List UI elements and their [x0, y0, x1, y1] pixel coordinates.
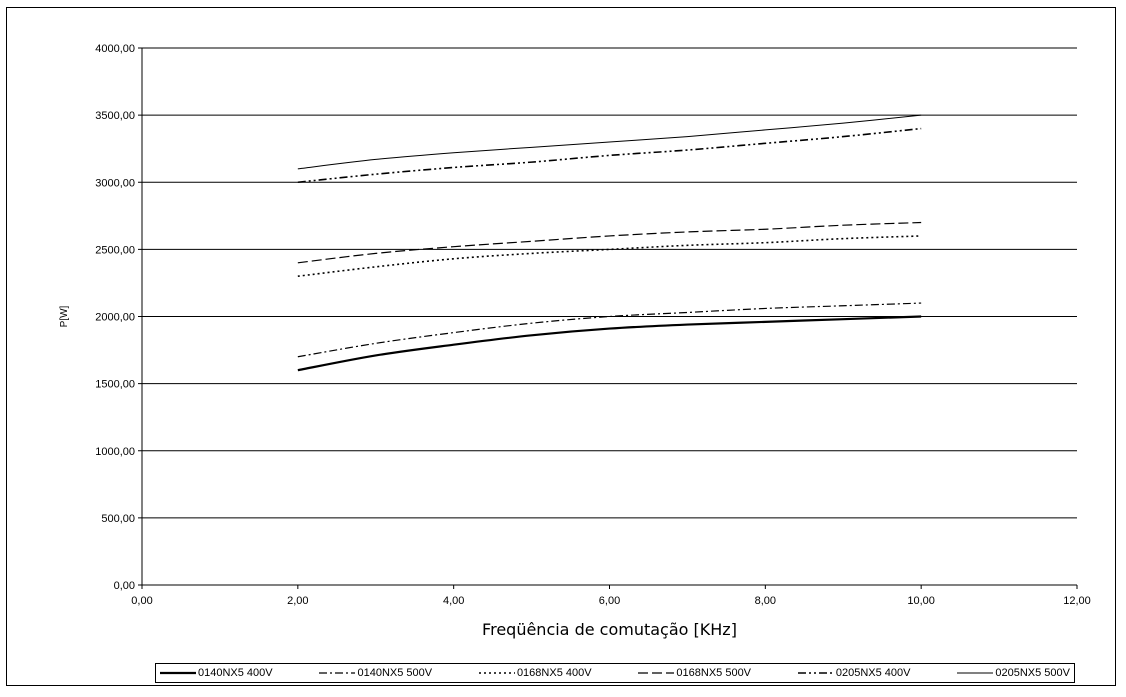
legend-item: 0140NX5 500V: [319, 667, 432, 679]
y-tick-label: 2500,00: [95, 244, 135, 256]
chart-frame: 0,00 500,00 1000,00 1500,00 2000,00 2500,00 30…: [6, 7, 1116, 686]
y-axis-label: P[W]: [59, 305, 70, 327]
y-tick-label: 3000,00: [95, 177, 135, 189]
series-line-2: [297, 302, 922, 358]
x-tick-label: 6,00: [599, 595, 620, 607]
legend-label: 0205NX5 500V: [995, 667, 1070, 679]
y-tick-label: 3500,00: [95, 110, 135, 122]
x-tick-label: 0,00: [131, 595, 152, 607]
legend-label: 0205NX5 400V: [835, 667, 911, 679]
series-lines: [297, 114, 922, 372]
grid-lines: [142, 47, 1077, 519]
y-tick-label: 0,00: [114, 580, 135, 592]
axes: [138, 47, 1078, 589]
legend-item: 0168NX5 500V: [638, 667, 751, 679]
legend-label: 0140NX5 400V: [198, 667, 273, 679]
x-tick-label: 2,00: [287, 595, 308, 607]
y-tick-labels: 0,00 500,00 1000,00 1500,00 2000,00 2500,00 30…: [95, 43, 135, 592]
x-tick-label: 4,00: [443, 595, 464, 607]
series-line-5: [297, 127, 922, 184]
legend-label: 0168NX5 400V: [516, 667, 592, 679]
legend: 0140NX5 400V 0140NX5 500V 0168NX5 400V 0168…: [155, 663, 1075, 683]
y-tick-label: 2000,00: [95, 312, 135, 324]
y-tick-label: 4000,00: [95, 43, 135, 55]
y-tick-label: 1000,00: [95, 446, 135, 458]
series-line-6: [297, 114, 922, 170]
legend-item: 0168NX5 400V: [478, 667, 592, 679]
y-tick-label: 500,00: [101, 513, 135, 525]
legend-swatch: [797, 672, 834, 674]
series-line-3: [297, 235, 922, 278]
legend-swatch: [478, 672, 515, 674]
legend-swatch: [638, 672, 675, 674]
legend-swatch: [160, 671, 196, 675]
x-tick-label: 10,00: [907, 595, 935, 607]
x-tick-label: 12,00: [1063, 595, 1091, 607]
line-chart: 0,00 500,00 1000,00 1500,00 2000,00 2500,00 30…: [59, 43, 1091, 639]
legend-label: 0140NX5 500V: [357, 667, 433, 679]
y-tick-label: 1500,00: [95, 379, 135, 391]
x-tick-labels: 0,00 2,00 4,00 6,00 8,00 10,00 12,00: [131, 595, 1090, 607]
legend-swatch: [319, 672, 356, 674]
legend-item: 0205NX5 400V: [797, 667, 911, 679]
legend-item: 0205NX5 500V: [957, 667, 1070, 679]
legend-label: 0168NX5 500V: [676, 667, 752, 679]
x-axis-label: Freqüência de comutação [KHz]: [482, 620, 737, 639]
x-tick-label: 8,00: [755, 595, 776, 607]
legend-item: 0140NX5 400V: [160, 667, 273, 679]
series-line-1: [297, 315, 922, 372]
series-line-4: [297, 221, 922, 264]
legend-swatch: [957, 672, 994, 674]
